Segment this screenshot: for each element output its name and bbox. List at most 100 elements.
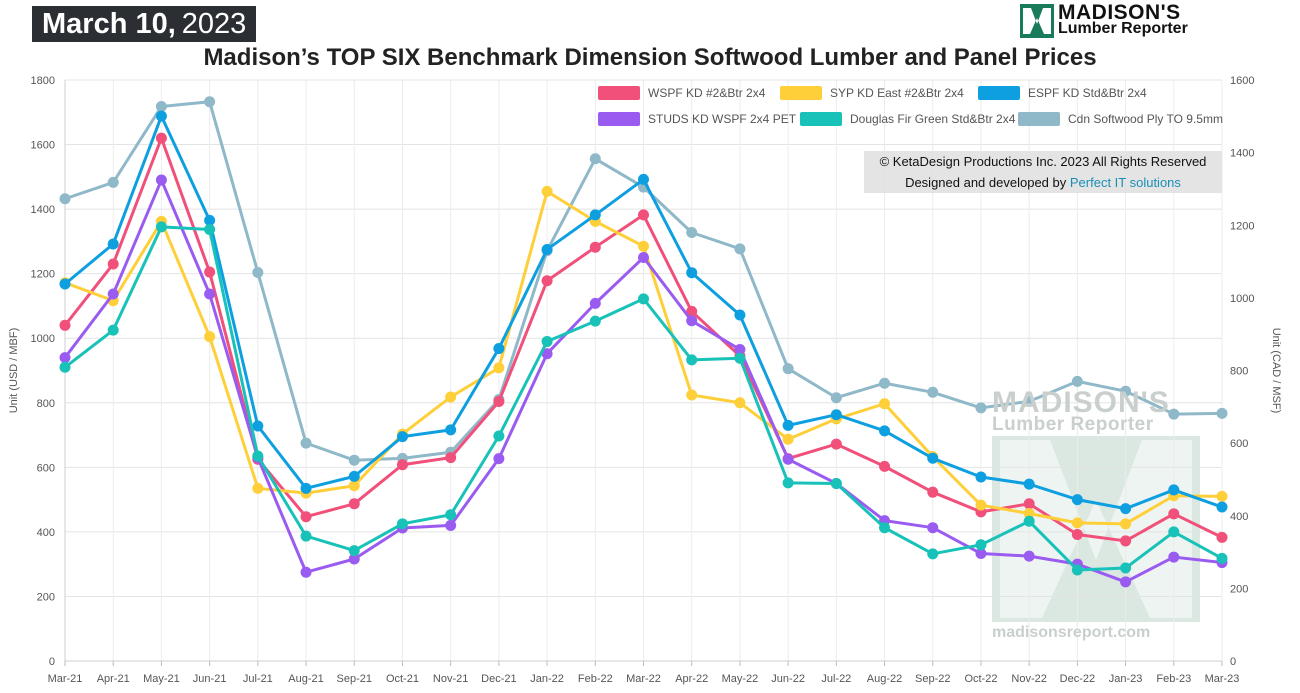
data-point[interactable] (445, 509, 457, 521)
data-point[interactable] (541, 335, 553, 347)
data-point[interactable] (541, 275, 553, 287)
legend-item[interactable]: ESPF KD Std&Btr 2x4 (978, 86, 1147, 100)
data-point[interactable] (348, 470, 360, 482)
data-point[interactable] (686, 267, 698, 279)
data-point[interactable] (879, 460, 891, 472)
data-point[interactable] (107, 288, 119, 300)
data-point[interactable] (59, 193, 71, 205)
data-point[interactable] (1120, 562, 1132, 574)
data-point[interactable] (830, 477, 842, 489)
data-point[interactable] (589, 153, 601, 165)
data-point[interactable] (493, 343, 505, 355)
data-point[interactable] (638, 209, 649, 221)
data-point[interactable] (493, 430, 505, 442)
data-point[interactable] (638, 240, 649, 252)
data-point[interactable] (1071, 528, 1083, 540)
data-point[interactable] (734, 397, 746, 409)
data-point[interactable] (107, 258, 119, 270)
data-point[interactable] (879, 522, 891, 534)
designer-link[interactable]: Perfect IT solutions (1069, 175, 1181, 190)
data-point[interactable] (975, 539, 987, 551)
data-point[interactable] (59, 278, 71, 290)
legend-item[interactable]: Cdn Softwood Ply TO 9.5mm (1018, 112, 1223, 126)
data-point[interactable] (1071, 375, 1083, 387)
data-point[interactable] (252, 420, 264, 432)
data-point[interactable] (1023, 550, 1035, 562)
data-point[interactable] (927, 386, 939, 398)
data-point[interactable] (300, 437, 312, 449)
data-point[interactable] (204, 223, 216, 235)
legend-item[interactable]: WSPF KD #2&Btr 2x4 (598, 86, 766, 100)
data-point[interactable] (59, 319, 71, 331)
data-point[interactable] (734, 309, 746, 321)
data-point[interactable] (300, 482, 312, 494)
data-point[interactable] (1120, 576, 1132, 588)
data-point[interactable] (1168, 508, 1180, 520)
data-point[interactable] (204, 96, 216, 108)
data-point[interactable] (589, 209, 601, 221)
data-point[interactable] (204, 331, 216, 343)
data-point[interactable] (541, 348, 553, 360)
data-point[interactable] (686, 227, 698, 239)
data-point[interactable] (879, 398, 891, 410)
data-point[interactable] (686, 389, 698, 401)
data-point[interactable] (589, 241, 601, 253)
data-point[interactable] (445, 519, 457, 531)
data-point[interactable] (348, 545, 360, 557)
data-point[interactable] (1216, 552, 1228, 564)
data-point[interactable] (830, 438, 842, 450)
data-point[interactable] (445, 391, 457, 403)
data-point[interactable] (445, 452, 457, 464)
data-point[interactable] (59, 352, 71, 364)
data-point[interactable] (1216, 531, 1228, 543)
data-point[interactable] (927, 486, 939, 498)
data-point[interactable] (204, 214, 216, 226)
data-point[interactable] (1023, 395, 1035, 407)
data-point[interactable] (348, 553, 360, 565)
data-point[interactable] (107, 176, 119, 188)
data-point[interactable] (300, 566, 312, 578)
data-point[interactable] (734, 352, 746, 364)
data-point[interactable] (1168, 408, 1180, 420)
data-point[interactable] (396, 459, 408, 471)
data-point[interactable] (927, 452, 939, 464)
data-point[interactable] (1120, 535, 1132, 547)
data-point[interactable] (252, 450, 264, 462)
legend-item[interactable]: Douglas Fir Green Std&Btr 2x4 (800, 112, 1016, 126)
data-point[interactable] (830, 392, 842, 404)
data-point[interactable] (638, 173, 649, 185)
data-point[interactable] (927, 548, 939, 560)
data-point[interactable] (541, 243, 553, 255)
data-point[interactable] (782, 477, 794, 489)
data-point[interactable] (879, 377, 891, 389)
data-point[interactable] (975, 402, 987, 414)
data-point[interactable] (1071, 517, 1083, 529)
data-point[interactable] (348, 480, 360, 492)
data-point[interactable] (155, 110, 167, 122)
data-point[interactable] (1168, 551, 1180, 563)
data-point[interactable] (348, 454, 360, 466)
data-point[interactable] (348, 498, 360, 510)
data-point[interactable] (782, 363, 794, 375)
data-point[interactable] (1023, 478, 1035, 490)
data-point[interactable] (975, 471, 987, 483)
data-point[interactable] (927, 522, 939, 534)
data-point[interactable] (396, 431, 408, 443)
data-point[interactable] (59, 361, 71, 373)
legend-item[interactable]: STUDS KD WSPF 2x4 PET (598, 112, 797, 126)
data-point[interactable] (155, 174, 167, 186)
data-point[interactable] (1120, 385, 1132, 397)
data-point[interactable] (252, 482, 264, 494)
data-point[interactable] (204, 288, 216, 300)
data-point[interactable] (1216, 407, 1228, 419)
data-point[interactable] (1168, 526, 1180, 538)
data-point[interactable] (204, 266, 216, 278)
data-point[interactable] (493, 362, 505, 374)
data-point[interactable] (734, 243, 746, 255)
data-point[interactable] (493, 453, 505, 465)
data-point[interactable] (1023, 498, 1035, 510)
data-point[interactable] (541, 185, 553, 197)
data-point[interactable] (686, 305, 698, 317)
data-point[interactable] (638, 293, 649, 305)
data-point[interactable] (589, 315, 601, 327)
